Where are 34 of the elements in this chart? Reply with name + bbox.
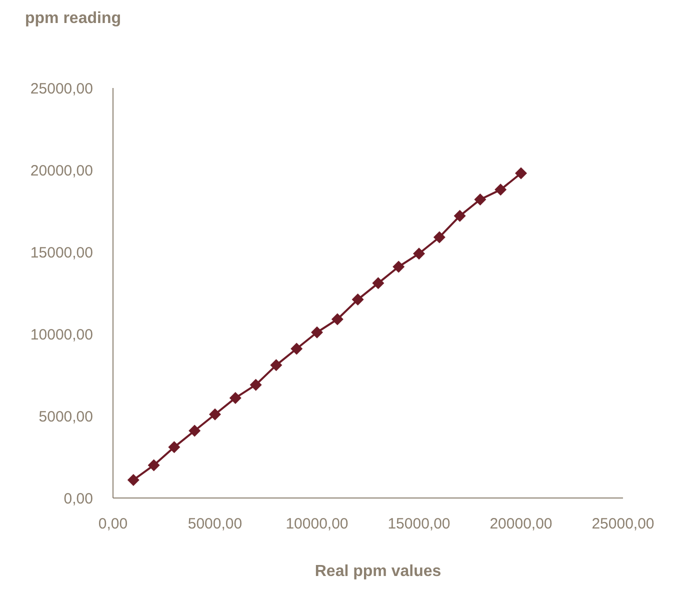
point [413, 248, 425, 260]
point [331, 313, 344, 326]
x-tick-label: 10000,00 [286, 516, 348, 533]
point [270, 359, 282, 372]
point [168, 441, 180, 454]
point [311, 326, 323, 338]
x-tick-label: 20000,00 [490, 516, 552, 533]
point [392, 260, 405, 273]
x-tick-label: 0,00 [98, 516, 128, 533]
y-tick-label: 10000,00 [30, 326, 93, 344]
point [209, 408, 221, 420]
y-tick-label: 25000,00 [30, 80, 93, 98]
point [454, 210, 466, 222]
x-tick-label: 5000,00 [188, 516, 242, 533]
x-tick-label: 25000,00 [592, 516, 654, 533]
point [515, 167, 527, 180]
point [229, 392, 242, 404]
x-axis-title: Real ppm values [314, 563, 442, 581]
point [433, 231, 446, 244]
x-tick-label: 15000,00 [388, 516, 450, 533]
point [148, 459, 160, 472]
point [188, 424, 201, 437]
point [494, 184, 507, 196]
y-axis-title: ppm reading [24, 10, 122, 28]
point [290, 342, 303, 355]
point [474, 194, 486, 206]
y-tick-label: 20000,00 [30, 162, 93, 180]
y-tick-label: 15000,00 [30, 244, 93, 262]
y-tick-label: 0,00 [64, 490, 93, 508]
point [127, 474, 140, 486]
point [352, 294, 364, 306]
y-tick-label: 5000,00 [38, 408, 93, 426]
point [250, 378, 262, 391]
point [372, 277, 384, 290]
